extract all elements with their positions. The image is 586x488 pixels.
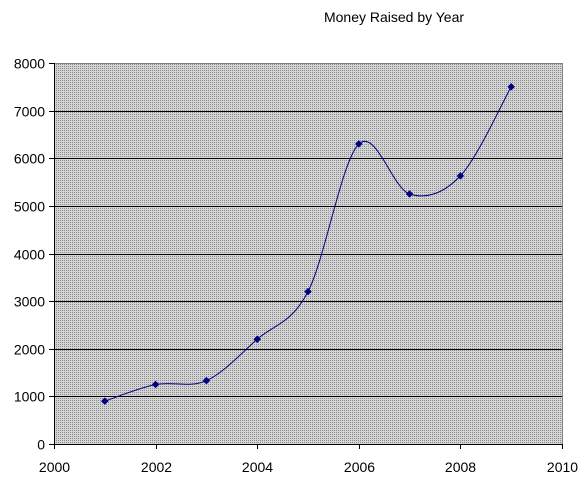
x-tick-label: 2006 <box>344 459 375 475</box>
x-tick-label: 2008 <box>445 459 476 475</box>
data-point <box>100 397 109 405</box>
y-tick-label: 8000 <box>14 56 45 72</box>
y-tick-label: 5000 <box>14 199 45 215</box>
x-tick-label: 2010 <box>547 459 578 475</box>
data-point <box>405 190 414 198</box>
x-tick-label: 2000 <box>39 459 70 475</box>
data-point <box>354 140 363 148</box>
series-layer <box>100 82 516 405</box>
y-tick-label: 6000 <box>14 151 45 167</box>
gridlines <box>54 63 562 397</box>
data-point <box>253 335 262 344</box>
y-tick-label: 1000 <box>14 389 45 405</box>
y-tick-label: 0 <box>37 437 45 453</box>
y-tick-label: 7000 <box>14 104 45 120</box>
y-tick-label: 2000 <box>14 342 45 358</box>
data-point <box>202 376 211 385</box>
data-point <box>151 380 160 389</box>
data-point <box>304 287 312 296</box>
plot-area <box>54 63 562 444</box>
x-tick-label: 2002 <box>141 459 172 475</box>
data-point <box>456 172 465 180</box>
x-tick-label: 2004 <box>242 459 273 475</box>
data-point <box>507 82 516 91</box>
y-tick-label: 4000 <box>14 247 45 263</box>
chart-title: Money Raised by Year <box>324 9 464 25</box>
axes: 0 1000 2000 3000 4000 5000 6000 7000 8000 2000 200… <box>14 56 578 476</box>
series-line <box>104 86 512 402</box>
y-tick-label: 3000 <box>14 294 45 310</box>
